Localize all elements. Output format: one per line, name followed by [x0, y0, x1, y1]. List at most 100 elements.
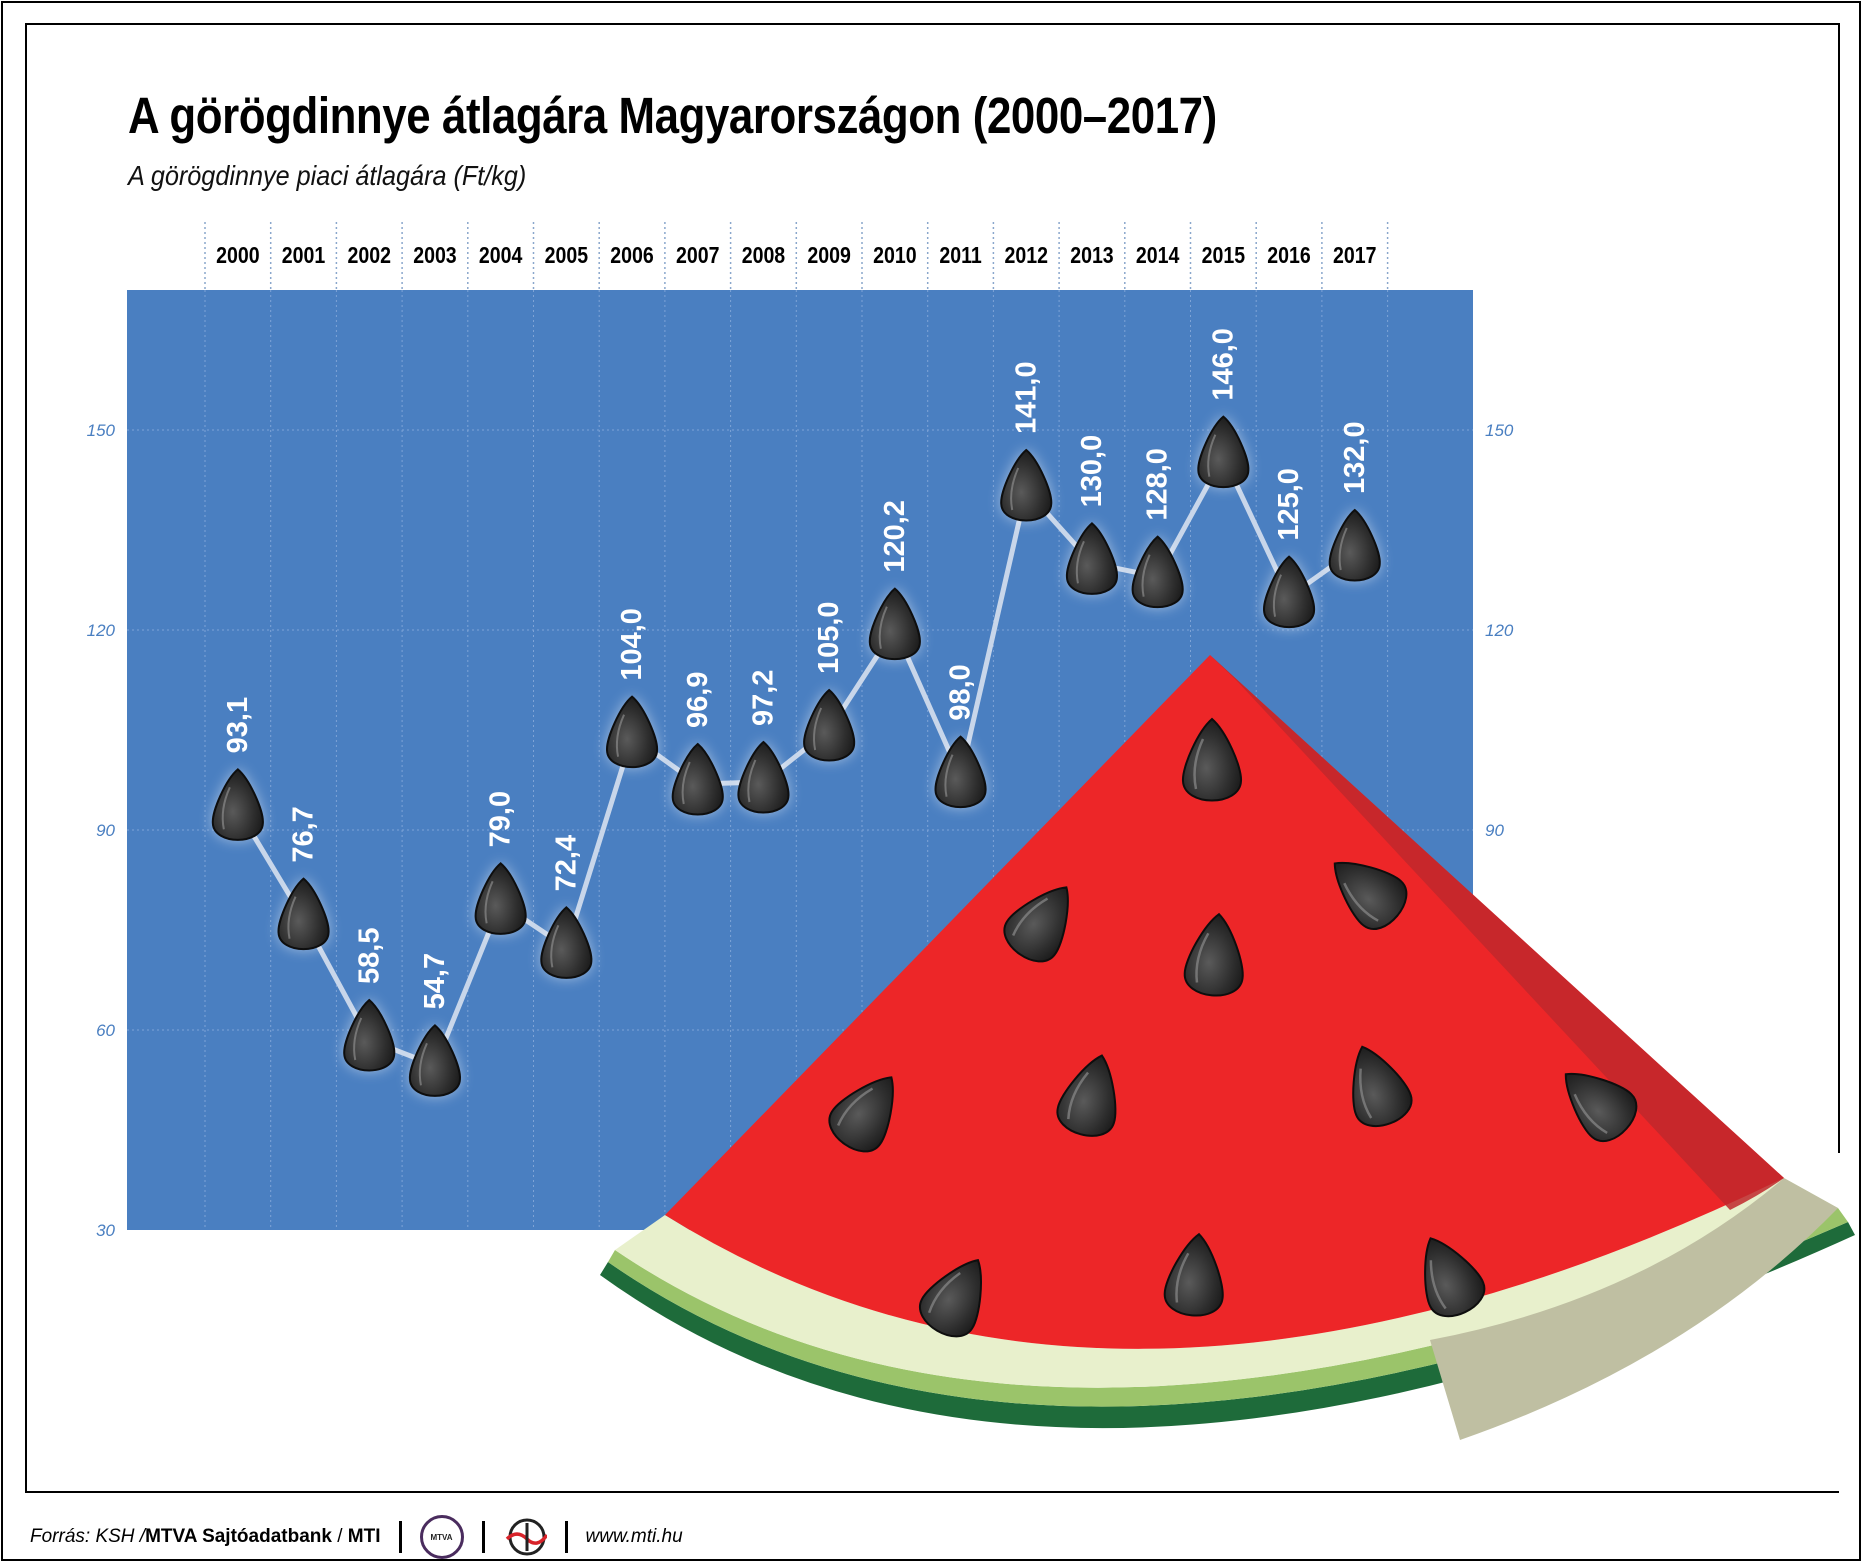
melon-seed	[1003, 886, 1069, 963]
y-tick-label-left: 120	[87, 621, 116, 640]
seed-highlight	[1338, 527, 1348, 571]
x-tick-label: 2003	[413, 243, 457, 269]
y-tick-label-right: 120	[1485, 621, 1514, 640]
rind-pale	[615, 1178, 1838, 1388]
melon-seed-body	[1333, 861, 1408, 930]
x-tick-label: 2005	[545, 243, 589, 269]
data-label: 96,9	[682, 672, 714, 728]
seed-marker	[211, 768, 264, 841]
data-point: 125,0	[1263, 468, 1316, 629]
seed-marker	[1131, 535, 1184, 609]
x-tick-label: 2015	[1202, 243, 1246, 269]
data-point: 54,7	[408, 953, 461, 1097]
melon-seed	[919, 1259, 982, 1338]
melon-seed-body	[1564, 1072, 1638, 1143]
seed-highlight	[418, 1042, 428, 1086]
seed-marker	[737, 740, 790, 814]
seed-highlight	[1075, 540, 1085, 584]
seed-marker	[277, 877, 330, 951]
seed-marker	[474, 862, 527, 935]
y-tick-label-left: 90	[96, 821, 115, 840]
seed-highlight	[747, 759, 757, 803]
seed-marker	[606, 695, 659, 769]
mtva-logo-icon: MTVA	[419, 1515, 464, 1559]
x-tick-label: 2013	[1070, 243, 1114, 269]
footer-separator	[398, 1521, 402, 1553]
melon-seed-body	[828, 1076, 894, 1153]
rind-shade	[1430, 1178, 1838, 1440]
melon-seed-highlight	[1011, 897, 1049, 936]
data-label: 93,1	[222, 697, 254, 753]
seed-marker	[934, 735, 987, 809]
melon-seed-body	[1181, 717, 1243, 802]
data-label: 105,0	[813, 601, 845, 674]
melon-seed-highlight	[1195, 932, 1210, 983]
x-tick-label: 2006	[610, 243, 654, 269]
seed-marker	[803, 688, 856, 762]
footer-url: www.mti.hu	[585, 1526, 683, 1547]
x-tick-label: 2000	[216, 243, 259, 269]
data-point: 132,0	[1328, 421, 1381, 582]
melon-seed-body	[919, 1259, 982, 1338]
footer-mti: MTI	[347, 1526, 381, 1547]
data-point: 146,0	[1197, 328, 1250, 489]
seed-highlight	[1207, 434, 1217, 477]
melon-seed-highlight	[1175, 1252, 1190, 1303]
data-label: 125,0	[1273, 468, 1305, 541]
data-point: 141,0	[1000, 361, 1053, 522]
x-tick-label: 2002	[348, 243, 391, 269]
inner-frame-right	[1838, 23, 1840, 1153]
watermelon-slice	[600, 655, 1855, 1440]
x-tick-label: 2011	[939, 243, 982, 269]
seed-highlight	[681, 761, 691, 805]
melon-seed-highlight	[1067, 1071, 1089, 1120]
data-point: 98,0	[934, 664, 987, 809]
melon-seed-body	[1183, 912, 1244, 997]
data-point: 76,7	[277, 806, 330, 951]
melon-seed-highlight	[927, 1271, 961, 1314]
data-point: 130,0	[1065, 435, 1118, 595]
x-tick-label: 2007	[676, 243, 719, 269]
data-point: 128,0	[1131, 448, 1184, 609]
melon-seed	[1183, 912, 1244, 997]
x-tick-label: 2001	[282, 243, 326, 269]
melon-seed-highlight	[1359, 1068, 1373, 1119]
melon-seed-highlight	[1343, 882, 1379, 922]
x-tick-label: 2017	[1333, 243, 1376, 269]
data-label: 79,0	[485, 791, 517, 847]
melon-seed	[1352, 1045, 1413, 1127]
inner-frame-bottom	[25, 1491, 835, 1493]
seed-highlight	[1272, 574, 1282, 617]
data-point: 105,0	[803, 601, 856, 762]
data-label: 146,0	[1207, 328, 1239, 401]
x-tick-label: 2004	[479, 243, 523, 269]
data-point: 93,1	[211, 697, 264, 841]
seed-highlight	[878, 606, 888, 649]
y-tick-label-left: 60	[96, 1021, 115, 1040]
data-label: 130,0	[1076, 435, 1108, 508]
chart-title: A görögdinnye átlagára Magyarországon (2…	[128, 87, 1217, 144]
melon-seed	[1056, 1054, 1117, 1137]
melon-seed	[1564, 1072, 1638, 1143]
data-point: 96,9	[671, 672, 724, 816]
melon-seed-body	[1056, 1054, 1117, 1137]
seed-marker	[1197, 415, 1250, 489]
footer-agency: MTVA Sajtóadatbank	[145, 1526, 332, 1547]
seed-marker	[1065, 522, 1118, 595]
seed-highlight	[221, 786, 231, 830]
melon-seed-body	[1352, 1045, 1413, 1127]
seed-marker	[408, 1024, 461, 1097]
seed-highlight	[484, 880, 494, 924]
seed-highlight	[1010, 467, 1020, 511]
seed-marker	[1263, 555, 1316, 629]
seed-highlight	[287, 896, 297, 939]
footer-separator	[564, 1521, 568, 1553]
melon-seed-highlight	[836, 1087, 874, 1126]
footer-source: Forrás: KSH /	[30, 1526, 146, 1547]
melon-seed-highlight	[1573, 1093, 1608, 1135]
data-label: 98,0	[945, 664, 977, 720]
seed-marker	[671, 742, 724, 816]
melon-seed	[1333, 861, 1408, 930]
